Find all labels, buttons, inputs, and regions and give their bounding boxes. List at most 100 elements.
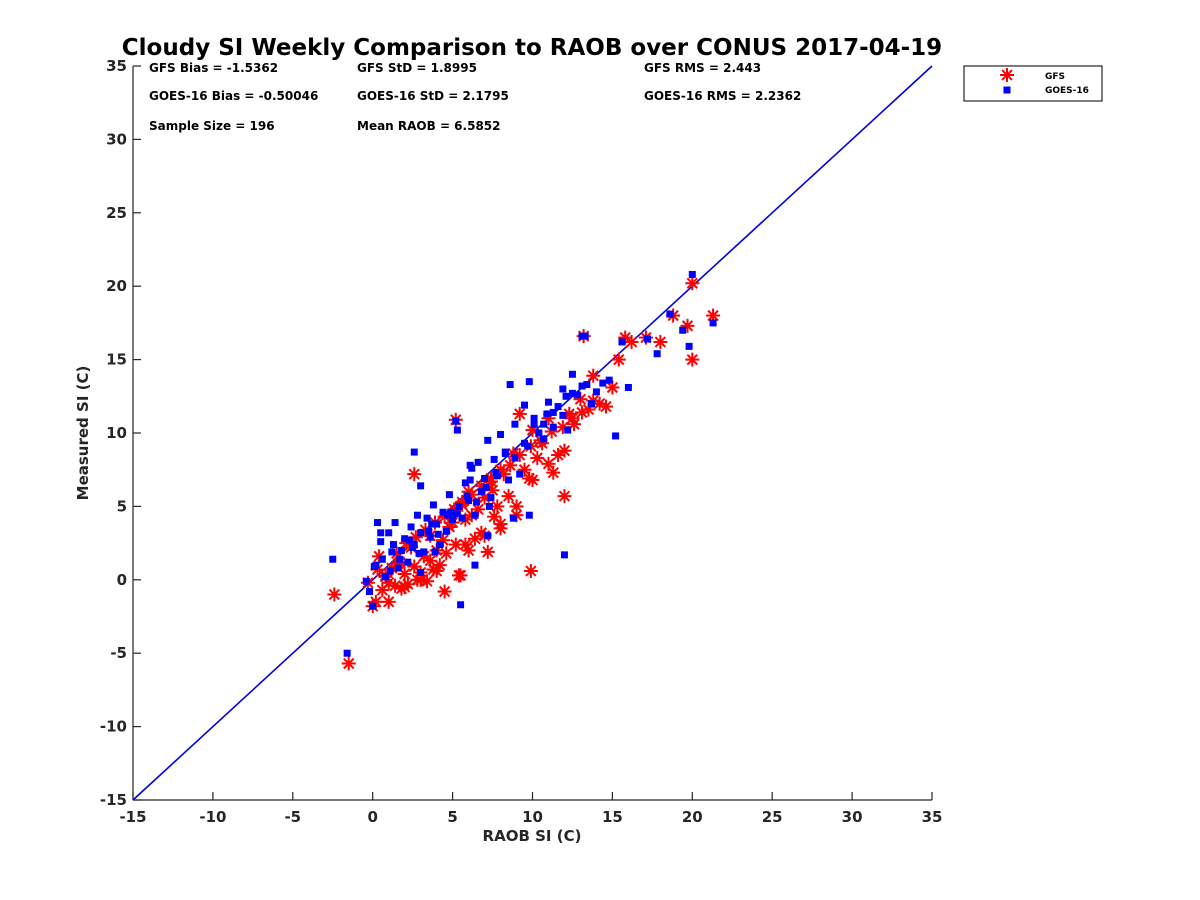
goes16-point (568, 370, 576, 378)
gfs-point (541, 456, 556, 471)
goes16-point (485, 502, 493, 510)
stat-text: GFS StD = 1.8995 (357, 61, 477, 75)
gfs-point (599, 399, 614, 414)
goes16-point (559, 411, 567, 419)
y-axis-ticks: -15 -10 -5 0 5 10 15 20 25 30 35 (100, 57, 141, 809)
gfs-point (503, 458, 518, 473)
goes16-point (592, 388, 600, 396)
legend-gfs-asterisk (1000, 68, 1014, 82)
goes16-point (549, 408, 557, 416)
gfs-point (530, 450, 545, 465)
gfs-point (381, 594, 396, 609)
goes16-point (492, 469, 500, 477)
goes16-point (388, 548, 396, 556)
goes16-point (386, 567, 394, 575)
goes16-point (447, 508, 455, 516)
goes16-point (688, 270, 696, 278)
goes16-point (709, 319, 717, 327)
goes16-point (540, 420, 548, 428)
gfs-point (706, 308, 721, 323)
goes16-point (511, 420, 519, 428)
goes16-point (525, 378, 533, 386)
legend-box (963, 65, 1103, 102)
goes16-point (471, 511, 479, 519)
goes16-point (530, 420, 538, 428)
goes16-point (369, 602, 377, 610)
goes16-point (389, 541, 397, 549)
goes16-point (544, 398, 552, 406)
goes16-point (401, 535, 409, 543)
goes16-point (409, 544, 417, 552)
gfs-point (557, 443, 572, 458)
gfs-point (327, 587, 342, 602)
goes16-point (397, 546, 405, 554)
goes16-point (372, 561, 380, 569)
gfs-point (437, 584, 452, 599)
gfs-point (557, 489, 572, 504)
goes16-point (434, 530, 442, 538)
gfs-point (611, 352, 626, 367)
goes16-point (436, 541, 444, 549)
goes16-point (583, 381, 591, 389)
gfs-point (493, 517, 508, 532)
y-tick-label: -10 (100, 718, 127, 736)
goes16-point (624, 383, 632, 391)
goes16-point (605, 376, 613, 384)
gfs-point (341, 656, 356, 671)
goes16-point (484, 532, 492, 540)
goes16-point (477, 488, 485, 496)
goes16-point (394, 564, 402, 572)
x-tick-label: 10 (522, 808, 543, 826)
goes16-point (423, 514, 431, 522)
goes16-point (679, 326, 687, 334)
goes16-point (362, 577, 370, 585)
goes16-point (445, 491, 453, 499)
legend-label-gfs: GFS (1045, 72, 1065, 82)
goes16-point (581, 332, 589, 340)
gfs-point (575, 405, 590, 420)
goes16-point (439, 508, 447, 516)
goes16-point (554, 403, 562, 411)
goes16-point (417, 529, 425, 537)
stat-text: Mean RAOB = 6.5852 (357, 119, 501, 133)
stat-text: GFS RMS = 2.443 (644, 61, 761, 75)
goes16-point (559, 385, 567, 393)
goes16-point (560, 551, 568, 559)
goes16-point (612, 432, 620, 440)
gfs-point (480, 544, 495, 559)
goes16-point (487, 494, 495, 502)
goes16-point (466, 461, 474, 469)
goes16-point (378, 555, 386, 563)
goes16-point (568, 389, 576, 397)
goes16-point (525, 511, 533, 519)
x-tick-label: 15 (602, 808, 623, 826)
goes16-point (433, 520, 441, 528)
goes16-point (644, 335, 652, 343)
goes16-point (453, 426, 461, 434)
goes16-point (482, 483, 490, 491)
x-tick-label: 30 (842, 808, 863, 826)
y-tick-label: 25 (106, 204, 127, 222)
goes16-point (455, 502, 463, 510)
y-tick-label: 15 (106, 351, 127, 369)
x-tick-label: -15 (119, 808, 146, 826)
gfs-point (509, 499, 524, 514)
y-tick-label: 35 (106, 57, 127, 75)
y-tick-label: 5 (117, 497, 127, 515)
x-tick-label: -10 (199, 808, 226, 826)
y-tick-label: 20 (106, 277, 127, 295)
x-tick-label: 0 (367, 808, 377, 826)
goes16-point (653, 350, 661, 358)
goes16-point (453, 510, 461, 518)
goes16-point (505, 476, 513, 484)
gfs-point (586, 368, 601, 383)
goes16-point (415, 549, 423, 557)
goes16-point (458, 514, 466, 522)
x-tick-label: 25 (762, 808, 783, 826)
goes16-point (425, 527, 433, 535)
goes16-point (481, 475, 489, 483)
goes16-point (431, 548, 439, 556)
gfs-point (501, 489, 516, 504)
goes16-point (511, 454, 519, 462)
